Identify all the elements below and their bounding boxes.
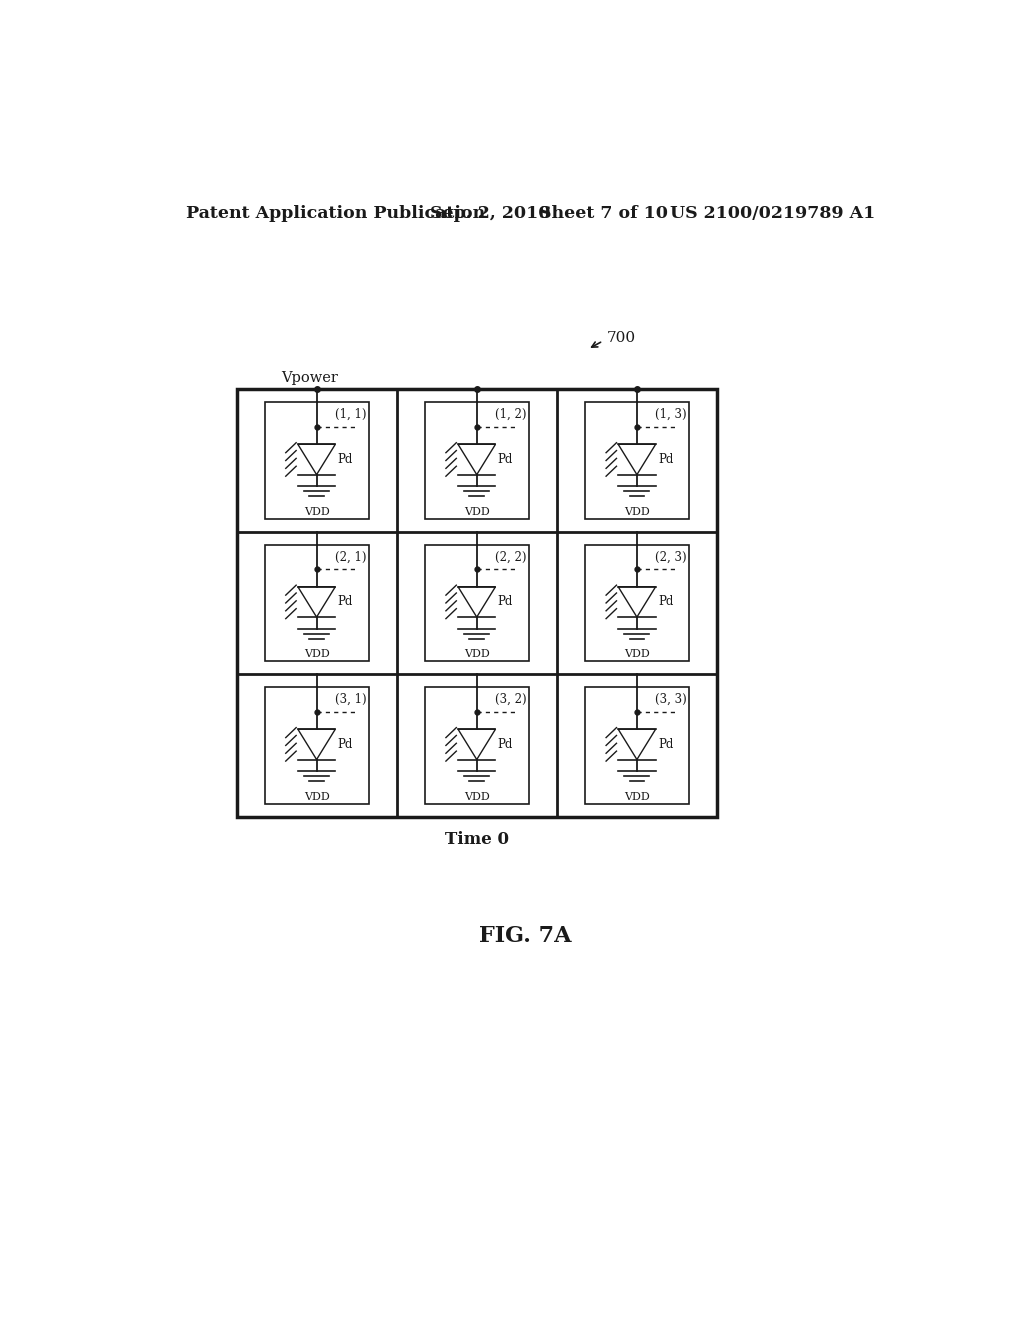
Bar [585, 403, 689, 519]
Bar [425, 403, 528, 519]
Text: FIG. 7A: FIG. 7A [478, 925, 571, 948]
Bar [425, 545, 528, 661]
Text: VDD: VDD [624, 792, 650, 801]
Text: (3, 3): (3, 3) [655, 693, 687, 706]
Text: (1, 1): (1, 1) [335, 408, 367, 421]
Text: VDD: VDD [464, 792, 489, 801]
Bar [264, 688, 369, 804]
Text: VDD: VDD [624, 649, 650, 659]
Text: Pd: Pd [338, 738, 353, 751]
Text: US 2100/0219789 A1: US 2100/0219789 A1 [671, 206, 876, 222]
Text: 700: 700 [607, 331, 636, 345]
Text: (2, 2): (2, 2) [495, 550, 526, 564]
Bar [425, 688, 528, 804]
Text: Patent Application Publication: Patent Application Publication [186, 206, 485, 222]
Text: VDD: VDD [464, 507, 489, 517]
Text: VDD: VDD [464, 649, 489, 659]
Text: Pd: Pd [338, 595, 353, 609]
Text: (2, 1): (2, 1) [335, 550, 367, 564]
Text: Pd: Pd [658, 738, 674, 751]
Bar [585, 545, 689, 661]
Text: Pd: Pd [338, 453, 353, 466]
Text: VDD: VDD [624, 507, 650, 517]
Text: (1, 3): (1, 3) [655, 408, 687, 421]
Text: Pd: Pd [498, 738, 513, 751]
Bar [264, 545, 369, 661]
Text: Vpower: Vpower [281, 371, 338, 385]
Text: Pd: Pd [658, 595, 674, 609]
Bar [237, 389, 717, 817]
Text: VDD: VDD [304, 792, 330, 801]
Bar [585, 688, 689, 804]
Text: VDD: VDD [304, 649, 330, 659]
Text: Pd: Pd [498, 595, 513, 609]
Text: Sep. 2, 2010: Sep. 2, 2010 [430, 206, 551, 222]
Text: Pd: Pd [498, 453, 513, 466]
Text: (1, 2): (1, 2) [495, 408, 526, 421]
Text: VDD: VDD [304, 507, 330, 517]
Text: Pd: Pd [658, 453, 674, 466]
Text: Time 0: Time 0 [444, 832, 509, 849]
Text: (3, 1): (3, 1) [335, 693, 367, 706]
Bar [264, 403, 369, 519]
Text: (3, 2): (3, 2) [495, 693, 526, 706]
Text: Sheet 7 of 10: Sheet 7 of 10 [539, 206, 668, 222]
Text: (2, 3): (2, 3) [655, 550, 687, 564]
